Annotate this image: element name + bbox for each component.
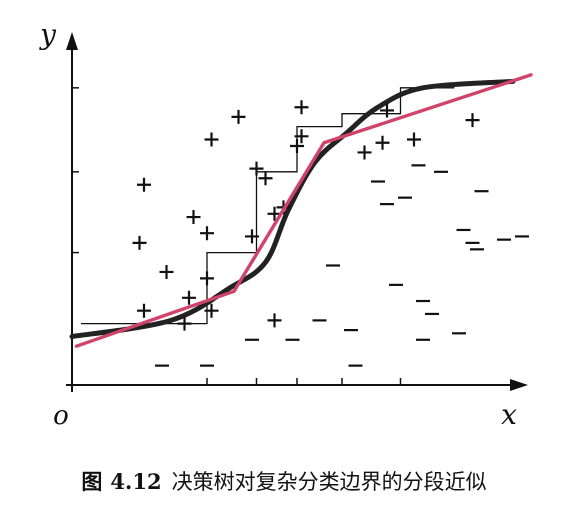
positive-sample-marker bbox=[375, 135, 390, 150]
positive-sample-marker bbox=[200, 271, 214, 286]
positive-sample-marker bbox=[204, 132, 219, 147]
positive-sample-marker bbox=[294, 100, 309, 115]
piecewise-layer bbox=[74, 73, 533, 348]
positive-sample-marker bbox=[137, 177, 151, 192]
positive-sample-marker bbox=[245, 229, 259, 244]
positive-sample-marker bbox=[132, 235, 147, 250]
positive-sample-marker bbox=[290, 138, 304, 153]
true-classification-boundary bbox=[69, 78, 516, 340]
axes bbox=[66, 42, 518, 392]
positive-sample-marker bbox=[200, 226, 214, 241]
piecewise-linear-boundary bbox=[74, 73, 533, 348]
positive-sample-marker bbox=[186, 210, 201, 225]
y-axis-label: y bbox=[38, 18, 57, 51]
steps-layer bbox=[81, 87, 455, 325]
positive-sample-marker bbox=[137, 303, 151, 318]
positive-sample-marker bbox=[267, 313, 282, 328]
origin-label: o bbox=[53, 401, 69, 431]
positive-sample-marker bbox=[294, 129, 309, 144]
positive-sample-marker bbox=[159, 264, 174, 279]
true-boundary-layer bbox=[69, 78, 516, 340]
positive-sample-marker bbox=[231, 109, 246, 124]
caption-text: 决策树对复杂分类边界的分段近似 bbox=[171, 470, 487, 494]
x-axis-arrow-icon bbox=[510, 379, 528, 391]
positive-sample-marker bbox=[177, 316, 192, 331]
figure-caption: 图 4.12 决策树对复杂分类边界的分段近似 bbox=[0, 466, 568, 496]
positive-sample-marker bbox=[249, 161, 264, 176]
positive-sample-marker bbox=[357, 145, 372, 160]
axis-parallel-step-boundary bbox=[81, 87, 455, 325]
positive-sample-marker bbox=[380, 103, 394, 118]
positive-sample-marker bbox=[182, 290, 196, 305]
axis-ticks bbox=[72, 87, 402, 385]
caption-number: 4.12 bbox=[110, 469, 162, 494]
positive-sample-marker bbox=[407, 132, 421, 147]
positive-sample-marker bbox=[258, 171, 273, 186]
x-axis-label: x bbox=[501, 398, 517, 431]
positive-sample-marker bbox=[204, 303, 219, 318]
y-axis-arrow-icon bbox=[66, 32, 78, 50]
positive-sample-marker bbox=[465, 113, 480, 128]
caption-label: 图 bbox=[81, 470, 103, 494]
